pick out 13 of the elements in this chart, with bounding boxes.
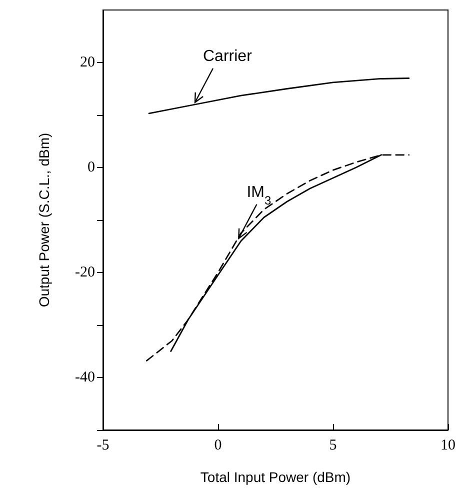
x-tick-label: -5 — [96, 438, 110, 454]
x-axis-title: Total Input Power (dBm) — [200, 469, 351, 485]
line-series — [146, 154, 410, 362]
y-tick-label: 0 — [88, 160, 95, 176]
x-tick-label: 0 — [214, 438, 222, 454]
annotation: Carrier — [203, 48, 253, 65]
y-tick-label: -40 — [75, 370, 95, 386]
x-tick-label: 10 — [440, 438, 456, 454]
line-series — [148, 78, 410, 114]
x-tick-label: 5 — [329, 438, 337, 454]
y-axis-title: Output Power (S.C.L., dBm) — [36, 132, 52, 308]
y-tick-label: 20 — [80, 54, 95, 70]
y-tick-label: -20 — [75, 264, 95, 280]
